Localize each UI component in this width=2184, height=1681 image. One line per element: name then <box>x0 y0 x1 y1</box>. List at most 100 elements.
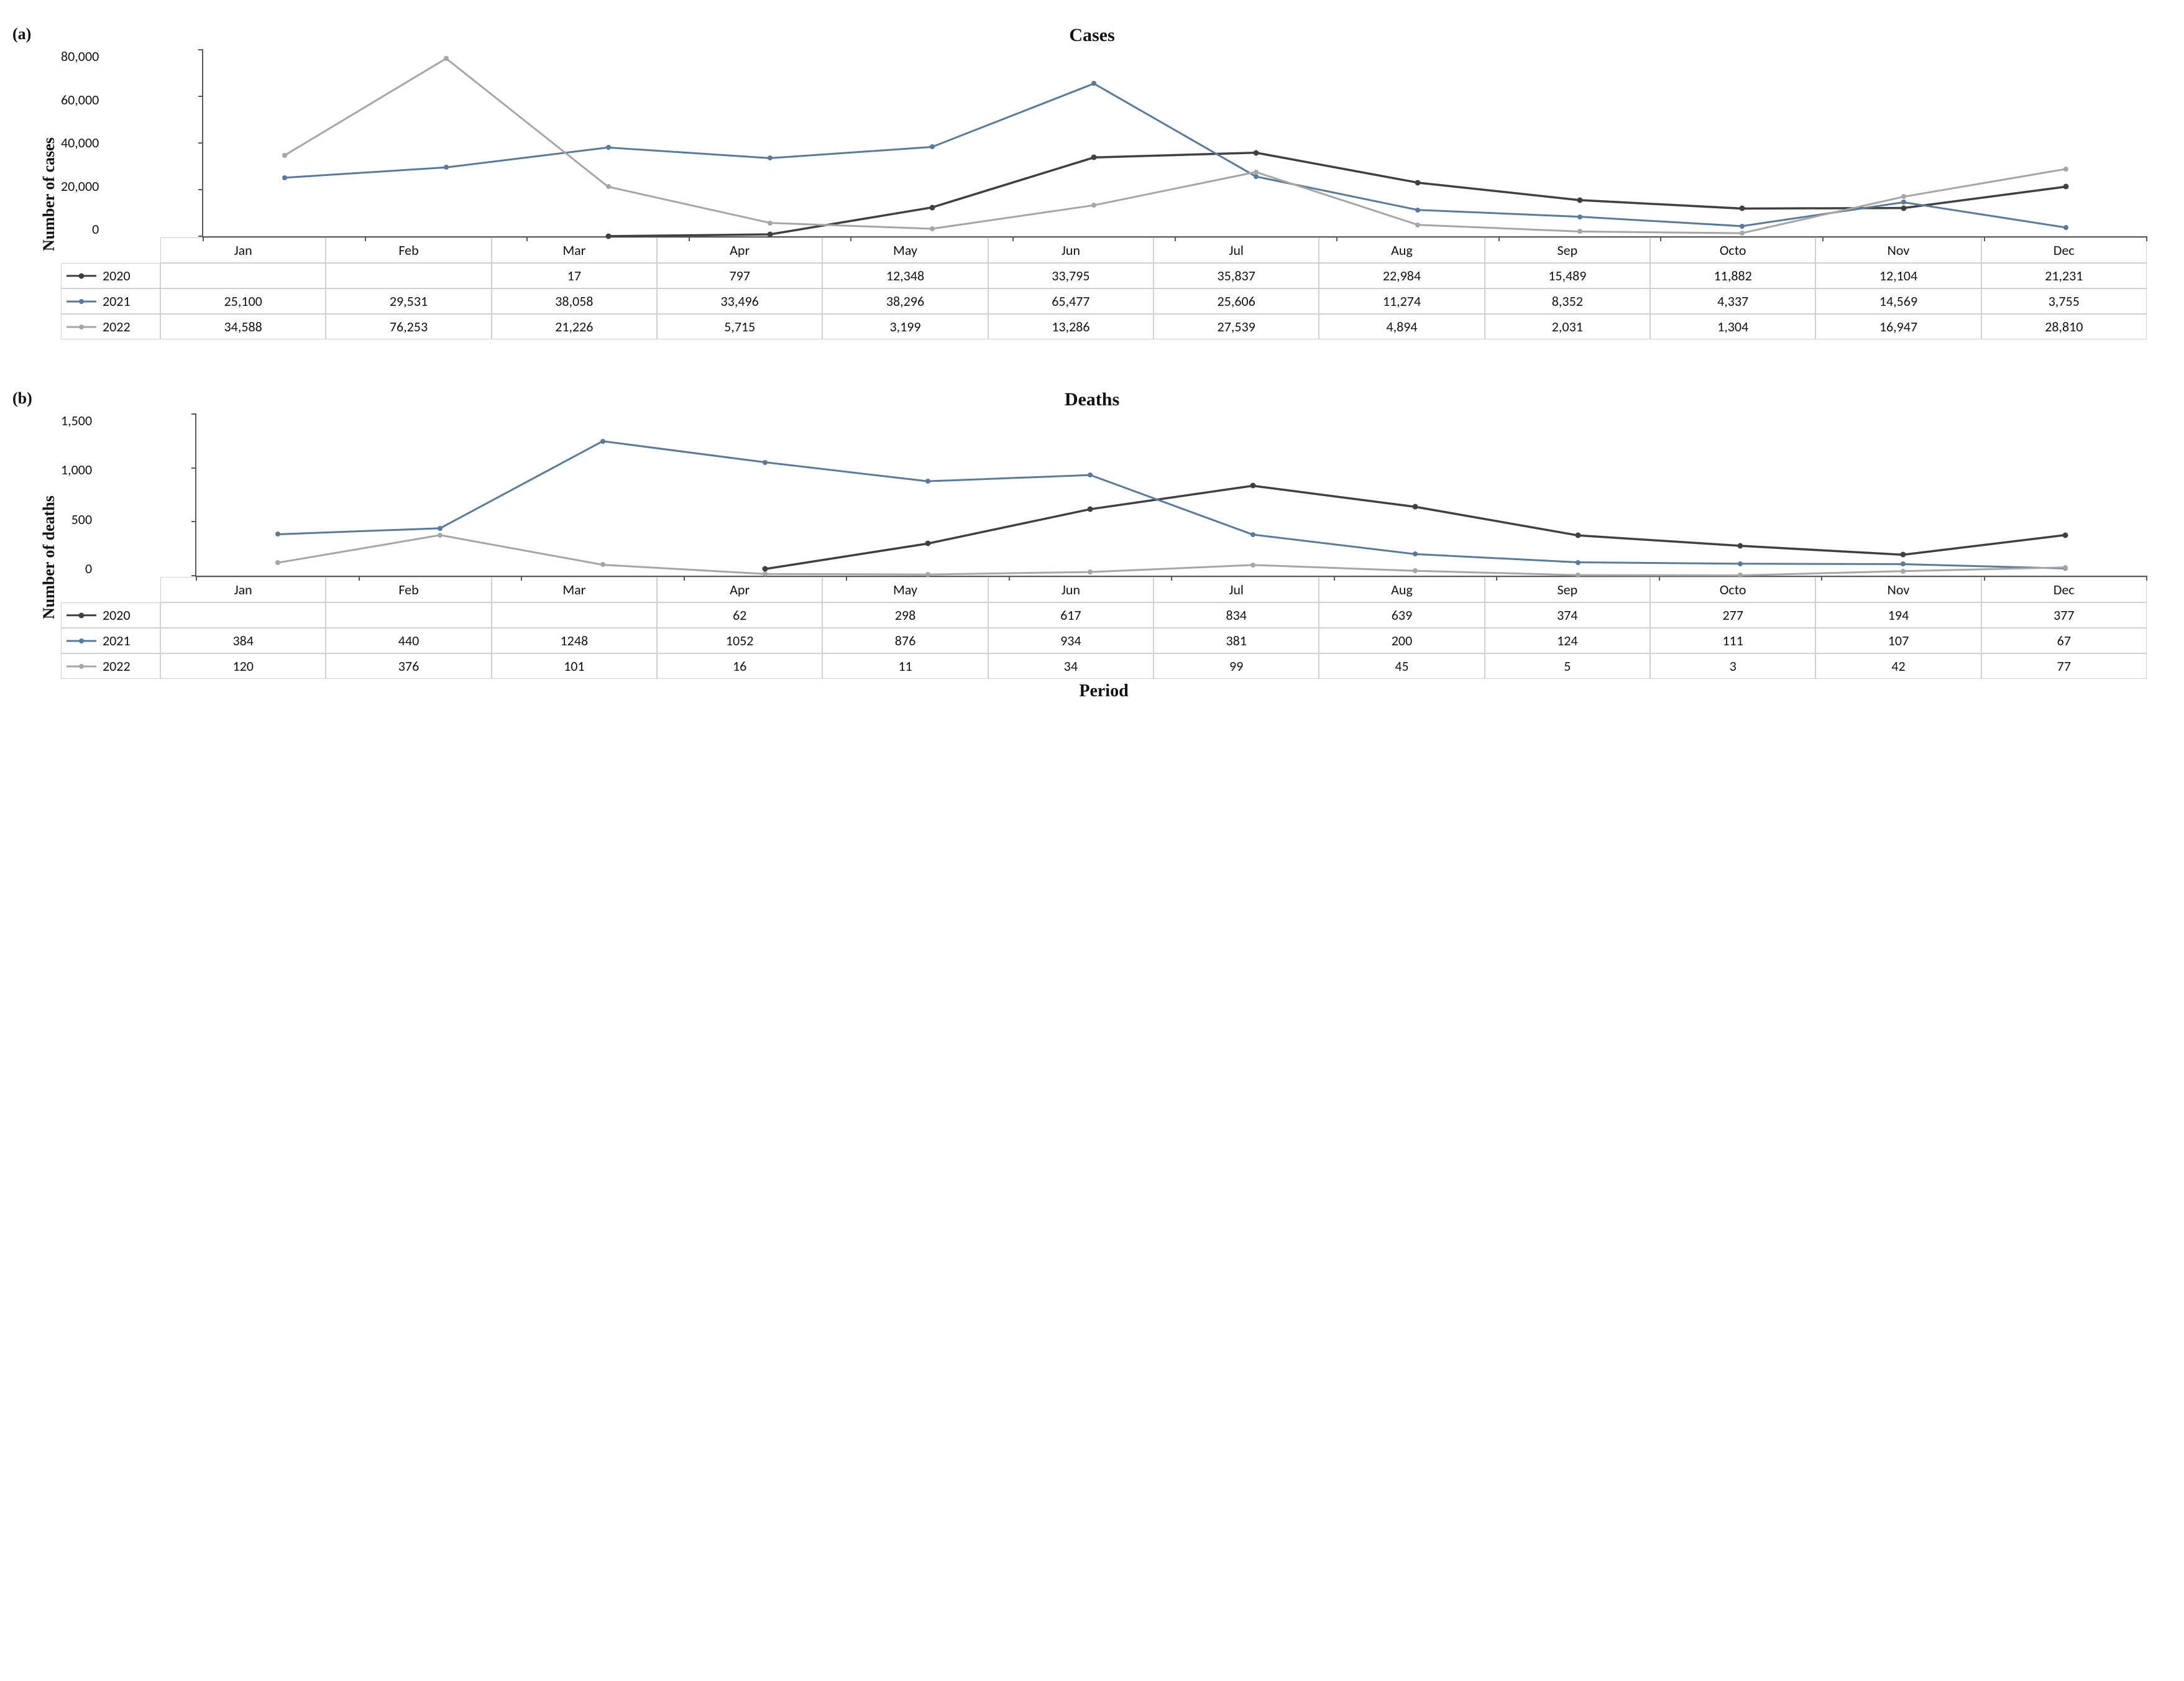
table-month-header: Nov <box>1815 577 1981 602</box>
series-marker-2020 <box>1577 197 1583 203</box>
table-cell: 639 <box>1319 602 1484 628</box>
table-cell: 27,539 <box>1154 314 1319 339</box>
table-cell: 45 <box>1319 653 1484 679</box>
series-marker-2021 <box>275 532 280 537</box>
table-cell: 194 <box>1815 602 1981 628</box>
table-month-header: Mar <box>492 577 657 602</box>
table-cell: 1,304 <box>1650 314 1815 339</box>
table-cell: 15,489 <box>1485 263 1650 288</box>
series-marker-2021 <box>1740 224 1745 229</box>
x-axis-label: Period <box>61 681 2147 701</box>
series-marker-2022 <box>1413 568 1418 573</box>
table-cell: 42 <box>1815 653 1981 679</box>
table-cell: 14,569 <box>1815 288 1981 314</box>
table-lead-blank <box>61 237 160 263</box>
panel-cases-yticks: 80,00060,00040,00020,0000 <box>61 50 103 236</box>
ytick-label: 60,000 <box>61 93 99 107</box>
series-marker-2020 <box>1253 150 1259 155</box>
panel-deaths-title: Deaths <box>37 389 2147 410</box>
series-marker-2022 <box>2063 167 2068 172</box>
series-marker-2021 <box>1415 208 1420 213</box>
table-cell: 381 <box>1154 628 1319 653</box>
table-month-header: Apr <box>657 237 822 263</box>
table-month-header: Jun <box>988 237 1154 263</box>
series-marker-2022 <box>1576 573 1581 578</box>
table-series-label: 2022 <box>103 318 131 335</box>
panel-cases-table: JanFebMarAprMayJunJulAugSepOctoNovDec202… <box>61 237 2147 339</box>
series-marker-2020 <box>1575 533 1581 538</box>
series-marker-2021 <box>1901 200 1906 205</box>
table-month-header: Apr <box>657 577 822 602</box>
series-marker-2022 <box>444 56 449 61</box>
table-series-lead-2021: 2021 <box>61 628 160 653</box>
series-marker-2022 <box>1088 569 1093 574</box>
series-marker-2020 <box>1413 504 1418 510</box>
series-marker-2022 <box>282 153 287 158</box>
panel-cases-tag: (a) <box>12 25 31 44</box>
table-series-label: 2022 <box>103 658 131 675</box>
series-marker-2020 <box>925 541 930 546</box>
table-cell: 120 <box>160 653 326 679</box>
table-cell: 797 <box>657 263 822 288</box>
series-marker-2022 <box>930 226 935 231</box>
table-cell: 101 <box>492 653 657 679</box>
table-cell: 4,337 <box>1650 288 1815 314</box>
panel-cases: (a) Cases Number of cases 80,00060,00040… <box>37 25 2147 339</box>
series-marker-2021 <box>1088 472 1093 477</box>
table-cell: 834 <box>1154 602 1319 628</box>
table-cell: 25,606 <box>1154 288 1319 314</box>
table-month-header: Nov <box>1815 237 1981 263</box>
table-series-lead-2022: 2022 <box>61 314 160 339</box>
series-marker-2020 <box>929 205 935 210</box>
page: (a) Cases Number of cases 80,00060,00040… <box>0 0 2184 788</box>
series-marker-2022 <box>1577 229 1582 234</box>
series-marker-2021 <box>606 145 611 150</box>
table-cell: 3,755 <box>1981 288 2147 314</box>
series-marker-2022 <box>606 184 611 189</box>
table-cell <box>326 263 491 288</box>
table-cell: 38,296 <box>822 288 988 314</box>
table-cell: 200 <box>1319 628 1484 653</box>
series-marker-2021 <box>444 165 449 170</box>
table-cell: 8,352 <box>1485 288 1650 314</box>
table-series-lead-2022: 2022 <box>61 653 160 679</box>
table-cell <box>160 263 326 288</box>
table-cell: 16,947 <box>1815 314 1981 339</box>
series-marker-2020 <box>1739 206 1745 211</box>
table-cell: 1052 <box>657 628 822 653</box>
table-cell: 11,274 <box>1319 288 1484 314</box>
series-marker-2021 <box>925 479 930 484</box>
table-cell: 934 <box>988 628 1154 653</box>
table-cell: 376 <box>326 653 491 679</box>
table-cell: 374 <box>1485 602 1650 628</box>
table-cell: 1248 <box>492 628 657 653</box>
table-lead-blank <box>61 577 160 602</box>
table-month-header: Sep <box>1485 237 1650 263</box>
ytick-label: 0 <box>92 223 99 236</box>
table-cell: 67 <box>1981 628 2147 653</box>
series-marker-2020 <box>1738 543 1743 548</box>
table-month-header: Dec <box>1981 577 2147 602</box>
table-cell: 21,226 <box>492 314 657 339</box>
table-cell: 2,031 <box>1485 314 1650 339</box>
series-marker-2021 <box>2063 225 2068 230</box>
panel-cases-plot <box>202 50 2147 237</box>
series-marker-2022 <box>600 562 605 567</box>
table-cell: 29,531 <box>326 288 491 314</box>
table-cell: 11,882 <box>1650 263 1815 288</box>
panel-deaths-plot <box>195 414 2147 577</box>
ytick-label: 80,000 <box>61 50 99 63</box>
table-cell: 107 <box>1815 628 1981 653</box>
table-series-lead-2021: 2021 <box>61 288 160 314</box>
ytick-label: 40,000 <box>61 136 99 150</box>
table-month-header: Aug <box>1319 577 1484 602</box>
table-month-header: Dec <box>1981 237 2147 263</box>
table-cell: 35,837 <box>1154 263 1319 288</box>
ytick-label: 1,000 <box>61 463 92 477</box>
series-marker-2020 <box>1088 507 1093 512</box>
table-month-header: Jan <box>160 577 326 602</box>
table-cell: 16 <box>657 653 822 679</box>
table-month-header: Mar <box>492 237 657 263</box>
table-cell: 21,231 <box>1981 263 2147 288</box>
table-series-label: 2020 <box>103 267 131 284</box>
